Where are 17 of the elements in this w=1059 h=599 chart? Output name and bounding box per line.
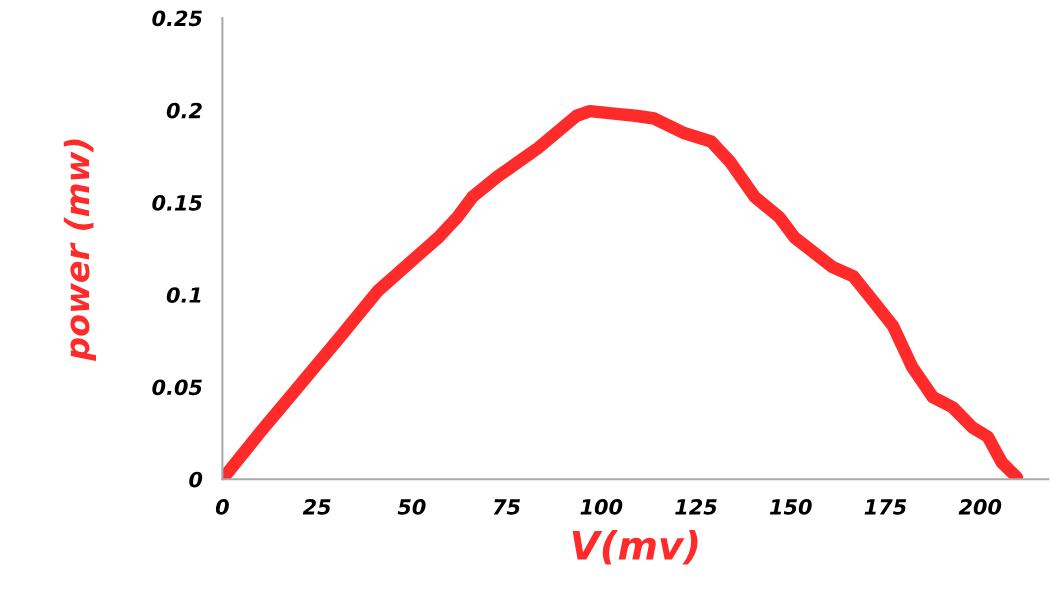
x-tick-label: 0 bbox=[215, 499, 229, 515]
x-tick-label: 75 bbox=[493, 499, 520, 515]
y-tick-label: 0.25 bbox=[152, 10, 202, 27]
y-tick-label: 0.15 bbox=[152, 194, 202, 211]
y-tick-label: 0.05 bbox=[152, 379, 202, 396]
y-tick-label: 0.2 bbox=[166, 102, 202, 119]
x-tick-label: 150 bbox=[769, 499, 812, 515]
x-axis-title: V(mv) bbox=[572, 529, 698, 565]
x-tick-label: 175 bbox=[864, 499, 907, 515]
y-tick-label: 0.1 bbox=[166, 287, 201, 303]
y-axis-title: power (mw) bbox=[63, 139, 96, 362]
x-tick-label: 100 bbox=[580, 499, 623, 515]
x-tick-label: 125 bbox=[675, 499, 717, 515]
x-tick-label: 50 bbox=[397, 499, 426, 515]
x-tick-label: 25 bbox=[302, 499, 331, 515]
x-tick-label: 200 bbox=[958, 499, 1002, 515]
y-tick-label: 0 bbox=[189, 471, 203, 488]
